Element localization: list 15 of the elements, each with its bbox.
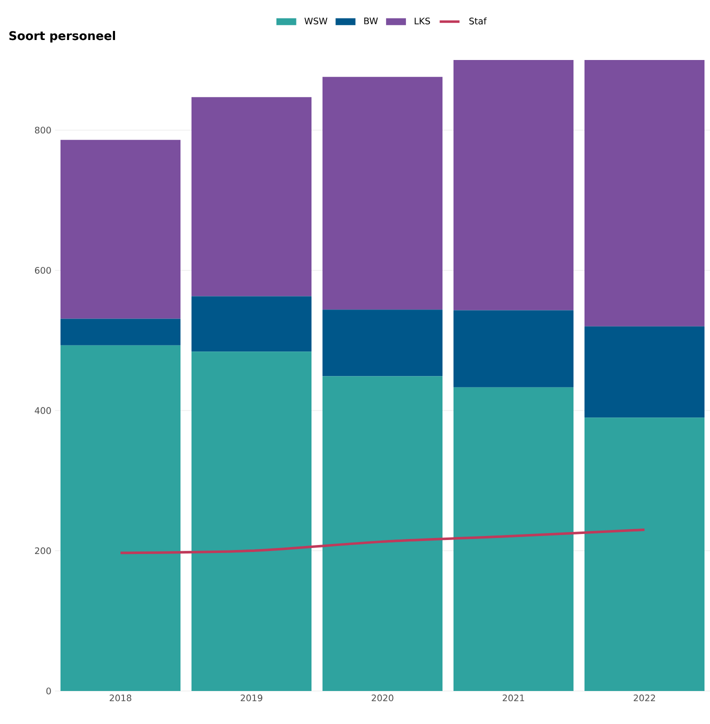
legend-label: WSW bbox=[304, 18, 328, 24]
y-tick-label: 200 bbox=[34, 547, 51, 554]
y-tick-label: 400 bbox=[34, 407, 51, 414]
legend-label: Staf bbox=[469, 18, 487, 24]
y-tick-label: 800 bbox=[34, 126, 51, 134]
x-tick-label: 2020 bbox=[372, 694, 394, 702]
y-tick-label: 0 bbox=[46, 688, 51, 694]
x-tick-label: 2021 bbox=[502, 694, 524, 702]
x-tick-label: 2022 bbox=[634, 694, 655, 702]
x-tick-label: 2019 bbox=[240, 694, 262, 702]
legend-label: LKS bbox=[414, 18, 430, 24]
x-tick-label: 2018 bbox=[110, 694, 132, 702]
legend-label: BW bbox=[364, 18, 378, 24]
y-tick-label: 600 bbox=[34, 266, 51, 274]
chart-title: Soort personeel bbox=[9, 30, 115, 42]
